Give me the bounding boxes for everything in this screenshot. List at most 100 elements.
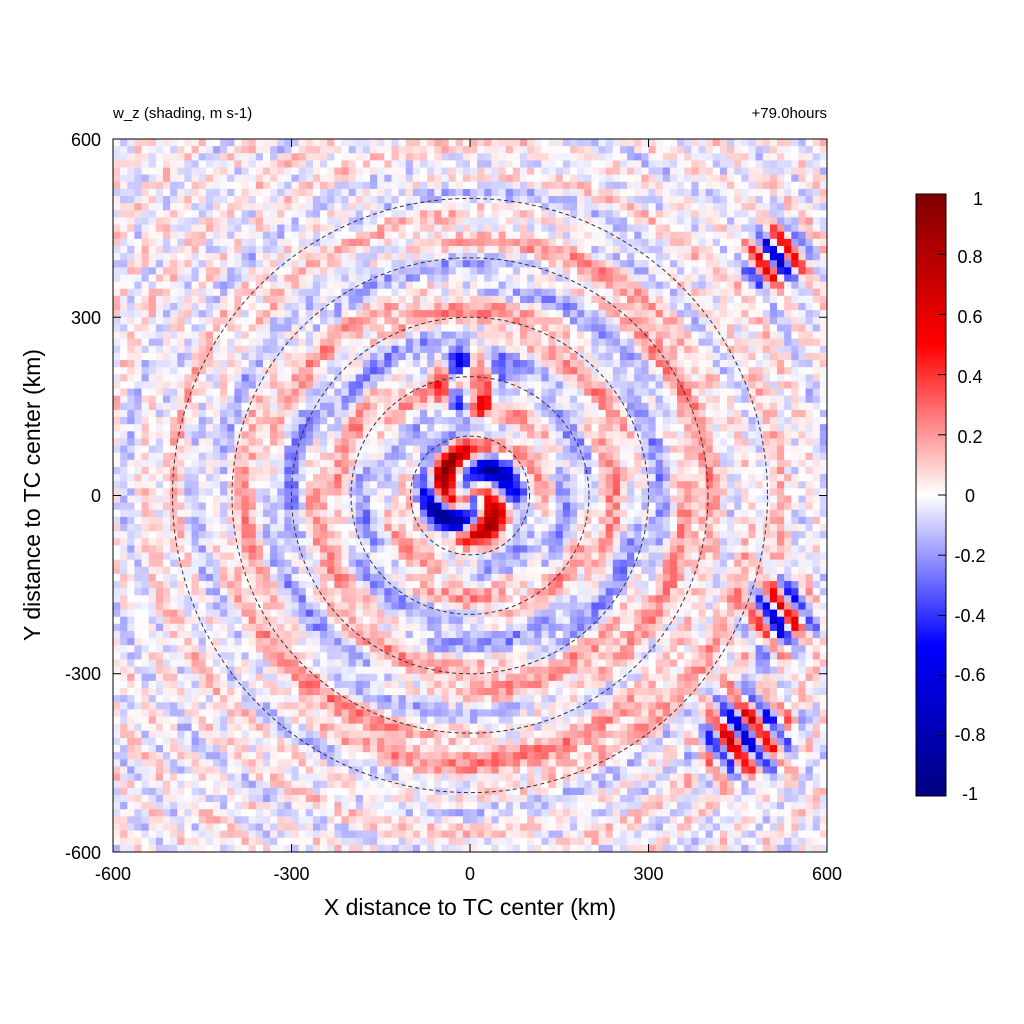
heatmap-cell: [348, 210, 357, 219]
heatmap-cell: [605, 402, 614, 411]
heatmap-cell: [470, 210, 478, 219]
heatmap-cell: [348, 338, 357, 347]
heatmap-cell: [277, 409, 285, 418]
heatmap-cell: [805, 409, 814, 418]
heatmap-cell: [569, 188, 578, 197]
heatmap-cell: [534, 281, 542, 290]
heatmap-cell: [705, 474, 714, 482]
heatmap-cell: [405, 374, 414, 383]
heatmap-cell: [320, 245, 328, 254]
heatmap-cell: [662, 310, 671, 318]
heatmap-cell: [819, 267, 827, 276]
heatmap-cell: [391, 245, 400, 254]
heatmap-cell: [391, 260, 400, 268]
heatmap-cell: [434, 388, 443, 397]
heatmap-cell: [512, 438, 521, 447]
heatmap-cell: [277, 481, 285, 489]
heatmap-cell: [584, 217, 592, 226]
heatmap-cell: [391, 381, 400, 390]
heatmap-cell: [177, 445, 185, 454]
heatmap-cell: [619, 459, 628, 468]
heatmap-cell: [784, 438, 792, 447]
heatmap-cell: [498, 274, 507, 283]
heatmap-cell: [470, 267, 478, 276]
heatmap-cell: [327, 288, 335, 297]
heatmap-cell: [334, 445, 343, 454]
heatmap-cell: [598, 409, 607, 418]
heatmap-cell: [377, 196, 385, 204]
heatmap-cell: [270, 238, 278, 247]
heatmap-cell: [441, 388, 450, 397]
heatmap-cell: [170, 331, 178, 340]
heatmap-cell: [113, 360, 121, 368]
heatmap-cell: [748, 217, 757, 226]
heatmap-cell: [270, 167, 278, 176]
heatmap-cell: [605, 360, 614, 368]
heatmap-cell: [734, 445, 742, 454]
heatmap-cell: [684, 452, 692, 461]
heatmap-cell: [298, 260, 307, 268]
heatmap-cell: [127, 395, 136, 404]
heatmap-cell: [220, 345, 228, 354]
heatmap-cell: [669, 474, 678, 482]
heatmap-cell: [298, 146, 307, 154]
heatmap-cell: [655, 153, 664, 161]
heatmap-cell: [584, 395, 592, 404]
heatmap-cell: [591, 196, 600, 204]
heatmap-cell: [477, 231, 485, 240]
heatmap-cell: [370, 153, 378, 161]
heatmap-cell: [555, 295, 564, 304]
heatmap-cell: [784, 288, 792, 297]
heatmap-cell: [220, 481, 228, 489]
heatmap-cell: [512, 260, 521, 268]
heatmap-cell: [641, 360, 650, 368]
heatmap-cell: [427, 146, 435, 154]
heatmap-cell: [134, 352, 143, 361]
heatmap-cell: [148, 488, 157, 497]
heatmap-cell: [555, 424, 564, 432]
heatmap-cell: [155, 402, 164, 411]
heatmap-cell: [162, 438, 171, 447]
heatmap-cell: [370, 367, 378, 375]
heatmap-cell: [420, 402, 428, 411]
heatmap-cell: [205, 310, 214, 318]
heatmap-cell: [184, 388, 193, 397]
heatmap-cell: [784, 153, 792, 161]
heatmap-cell: [241, 146, 250, 154]
heatmap-cell: [498, 324, 507, 333]
heatmap-cell: [491, 224, 500, 233]
heatmap-cell: [377, 167, 385, 176]
heatmap-cell: [684, 459, 692, 468]
heatmap-cell: [327, 310, 335, 318]
heatmap-cell: [741, 466, 750, 475]
heatmap-cell: [262, 409, 271, 418]
heatmap-cell: [405, 174, 414, 183]
heatmap-cell: [762, 381, 771, 390]
heatmap-cell: [427, 324, 435, 333]
heatmap-cell: [791, 174, 800, 183]
heatmap-cell: [541, 181, 550, 190]
heatmap-cell: [441, 424, 450, 432]
heatmap-cell: [677, 274, 685, 283]
heatmap-cell: [205, 374, 214, 383]
heatmap-cell: [455, 267, 464, 276]
heatmap-cell: [498, 160, 507, 169]
heatmap-cell: [605, 452, 614, 461]
heatmap-cell: [762, 253, 771, 261]
heatmap-cell: [148, 281, 157, 290]
heatmap-cell: [562, 174, 571, 183]
heatmap-cell: [812, 288, 821, 297]
heatmap-cell: [705, 203, 714, 211]
heatmap-cell: [462, 345, 471, 354]
heatmap-cell: [512, 402, 521, 411]
heatmap-cell: [470, 445, 478, 454]
heatmap-cell: [527, 188, 535, 197]
heatmap-cell: [191, 452, 200, 461]
heatmap-cell: [205, 338, 214, 347]
heatmap-cell: [270, 374, 278, 383]
heatmap-cell: [212, 267, 221, 276]
heatmap-cell: [555, 174, 564, 183]
heatmap-cell: [691, 345, 700, 354]
heatmap-cell: [677, 203, 685, 211]
heatmap-cell: [634, 331, 642, 340]
